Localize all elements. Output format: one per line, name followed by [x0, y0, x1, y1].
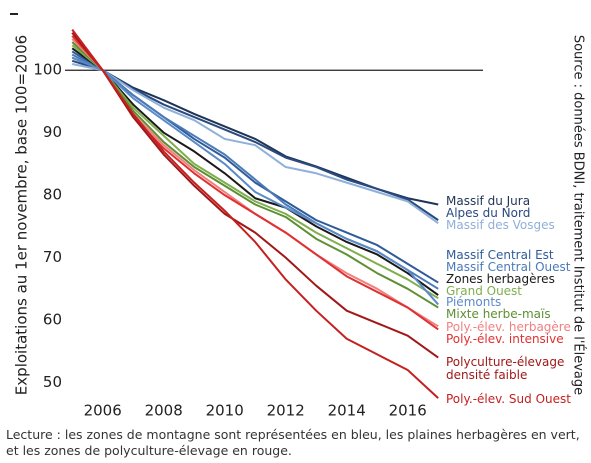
- legend-label: Alpes du Nord: [446, 206, 531, 220]
- x-tick-label: 2010: [206, 402, 244, 420]
- series-line: [71, 59, 439, 221]
- y-axis-label: Exploitations au 1er novembre, base 100=…: [13, 35, 31, 395]
- x-tick-label: 2014: [328, 402, 366, 420]
- series-line: [71, 29, 439, 399]
- y-tick-label: 90: [43, 123, 62, 141]
- series-line: [71, 53, 439, 290]
- legend-label: Massif du Jura: [446, 194, 531, 208]
- series-line: [71, 32, 439, 359]
- note: Lecture : les zones de montagne sont rep…: [6, 427, 580, 458]
- legend-label: Polyculture-élevage densité faible: [446, 355, 565, 382]
- y-tick-label: 100: [33, 61, 62, 79]
- series-line: [71, 62, 439, 225]
- x-tick-label: 2006: [84, 402, 122, 420]
- legend-label: Massif Central Ouest: [446, 260, 571, 274]
- legend-label: Zones herbagères: [446, 272, 555, 286]
- legend-label: Massif des Vosges: [446, 218, 555, 232]
- series-line: [71, 41, 439, 309]
- legend-label: Poly.-élev. intensive: [446, 332, 564, 346]
- y-tick-label: 60: [43, 311, 62, 329]
- legend-label: Poly.-élev. Sud Ouest: [446, 392, 571, 406]
- x-tick-label: 2016: [389, 402, 427, 420]
- series-line: [71, 56, 439, 306]
- legend-label: Grand Ouest: [446, 284, 523, 298]
- legend-label: Piémonts: [446, 295, 502, 309]
- legend-label: Massif Central Est: [446, 248, 554, 262]
- legend-label: Mixte herbe-maïs: [446, 307, 551, 321]
- y-tick-label: 50: [43, 373, 62, 391]
- series-line: [71, 44, 439, 300]
- y-tick-label: 70: [43, 248, 62, 266]
- x-tick-label: 2012: [267, 402, 305, 420]
- legend-label: Poly.-élev. herbagère: [446, 320, 571, 334]
- x-tick-label: 2008: [145, 402, 183, 420]
- source: Source : données BDNI, traitement Instit…: [571, 35, 587, 395]
- y-tick-label: 80: [43, 186, 62, 204]
- series-line: [71, 47, 439, 296]
